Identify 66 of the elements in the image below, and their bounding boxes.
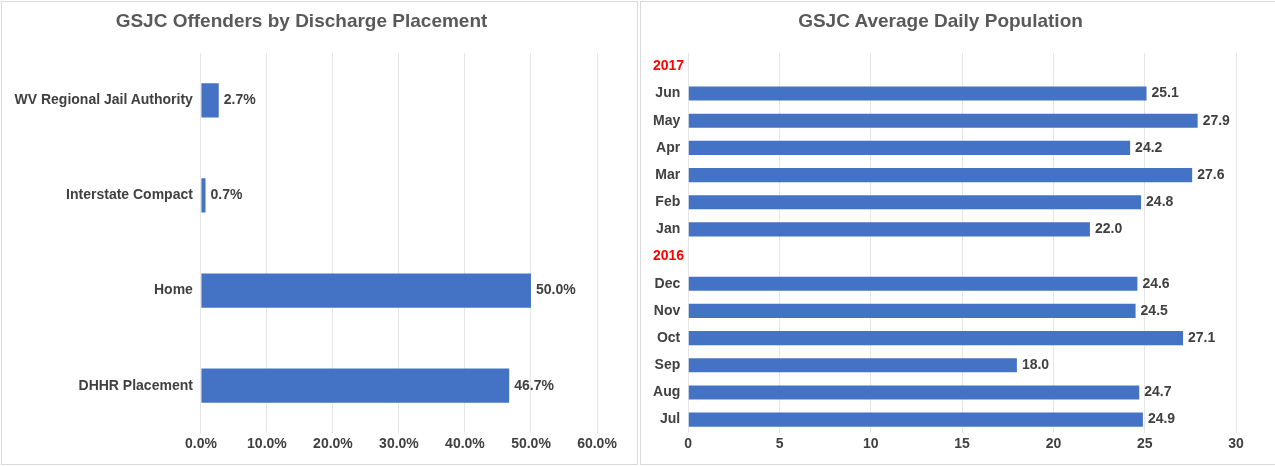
y-tick-label: Jun [655, 84, 681, 101]
x-tick-label: 25 [1136, 435, 1153, 452]
x-tick-label: 15 [954, 435, 971, 452]
bar [688, 331, 1184, 346]
bar [201, 368, 510, 403]
data-label: 27.1 [1188, 328, 1216, 345]
y-tick-label: Mar [655, 165, 681, 182]
bar [688, 276, 1138, 291]
y-tick-label: DHHR Placement [78, 376, 194, 393]
y-tick-label: Apr [656, 138, 681, 155]
y-tick-label: Aug [653, 383, 681, 400]
data-label: 46.7% [514, 376, 555, 393]
y-tick-label: Interstate Compact [66, 186, 194, 203]
chart-title: GSJC Offenders by Discharge Placement [115, 9, 489, 31]
x-tick-label: 20 [1045, 435, 1062, 452]
data-label: 24.9 [1147, 410, 1176, 427]
text: 2017 [653, 57, 685, 74]
x-tick-label: 10 [863, 435, 879, 452]
x-tick-label: 30.0% [379, 435, 420, 452]
bar [201, 178, 206, 213]
data-label: 18.0 [1021, 356, 1050, 373]
data-label: 50.0% [535, 281, 577, 298]
bar [688, 412, 1143, 427]
data-label: 24.5 [1140, 301, 1169, 318]
bar [688, 358, 1017, 373]
chart-title: GSJC Average Daily Population [798, 9, 1083, 31]
text: 2016 [653, 247, 685, 264]
bar [688, 86, 1147, 101]
bar [201, 83, 219, 118]
y-tick-label: Sep [654, 356, 681, 373]
bar [688, 140, 1131, 155]
bar [688, 168, 1193, 183]
x-tick-label: 50.0% [511, 435, 552, 452]
bar [688, 303, 1136, 318]
y-tick-label: Nov [653, 301, 681, 318]
data-label: 22.0 [1094, 220, 1123, 237]
y-tick-label: Jul [660, 410, 681, 427]
y-tick-label: Home [154, 281, 194, 298]
data-label: 27.6 [1197, 165, 1225, 182]
bar [688, 195, 1142, 210]
y-tick-label: WV Regional Jail Authority [14, 91, 194, 108]
y-tick-label: May [653, 111, 681, 128]
data-label: 24.6 [1142, 274, 1170, 291]
data-label: 25.1 [1151, 84, 1179, 101]
bar [688, 222, 1090, 237]
data-label: 24.8 [1146, 193, 1174, 210]
y-tick-label: Dec [654, 274, 681, 291]
x-tick-label: 20.0% [313, 435, 354, 452]
x-tick-label: 10.0% [247, 435, 288, 452]
bar [688, 113, 1198, 128]
x-tick-label: 30 [1228, 435, 1244, 452]
y-tick-label: Jan [656, 220, 681, 237]
x-tick-label: 0.0% [184, 435, 218, 452]
bar [201, 273, 531, 308]
data-label: 24.2 [1135, 138, 1163, 155]
y-tick-label: Feb [655, 193, 681, 210]
data-label: 0.7% [210, 186, 243, 203]
data-label: 24.7 [1144, 383, 1172, 400]
bar [688, 385, 1140, 400]
x-tick-label: 5 [775, 435, 784, 452]
x-tick-label: 60.0% [577, 435, 618, 452]
data-label: 27.9 [1202, 111, 1231, 128]
x-tick-label: 0 [684, 435, 693, 452]
x-tick-label: 40.0% [445, 435, 486, 452]
data-label: 2.7% [223, 91, 257, 108]
y-tick-label: Oct [656, 328, 681, 345]
